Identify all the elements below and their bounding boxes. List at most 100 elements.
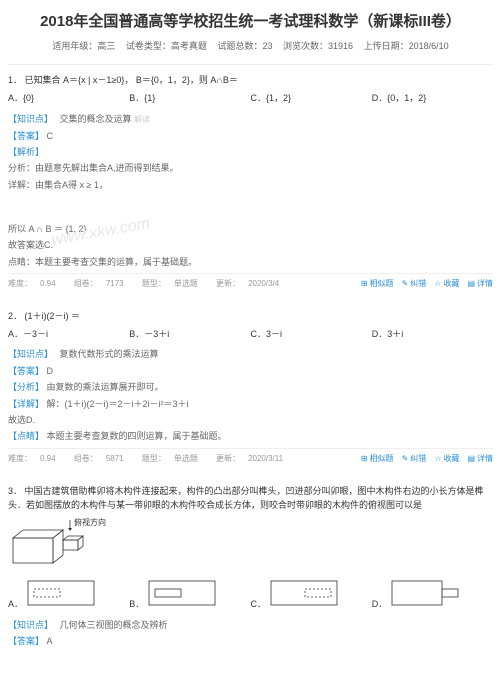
meta-row: 适用年级：高三 试卷类型：高考真题 试题总数：23 浏览次数：31916 上传日…	[8, 39, 493, 52]
q3-opt-b-label: B．	[129, 599, 144, 609]
question-2: 2． (1＋i)(2－i) ＝ A．－3－i B．－3＋i C．3－i D．3＋…	[8, 309, 493, 466]
q3-options: A． B． C． D．	[8, 579, 493, 611]
favorite-label-2: 收藏	[443, 453, 459, 466]
pencil-icon: ✎	[402, 278, 409, 291]
q3-opt-c[interactable]: C．	[251, 579, 372, 611]
views-value: 31916	[328, 41, 353, 51]
q2-analysis4: 本题主要考查复数的四则运算，属于基础题。	[47, 431, 227, 441]
similar-button-2[interactable]: ⊞相似题	[361, 453, 394, 466]
q2-qtype: 单选题	[174, 454, 198, 463]
plus-icon: ⊞	[361, 453, 368, 466]
question-3: 3． 中国古建筑借助榫卯将木构件连接起来，构件的凸出部分叫榫头，凹进部分叫卯眼，…	[8, 484, 493, 649]
similar-label: 相似题	[370, 278, 394, 291]
q2-analysis4-label: 【点睛】	[8, 431, 44, 441]
q3-opt-d[interactable]: D．	[372, 579, 493, 611]
option-c-svg	[269, 579, 339, 607]
q1-answer: C	[47, 131, 54, 141]
q2-qtype-label: 题型：	[142, 454, 166, 463]
detail-label-2: 详情	[477, 453, 493, 466]
grade-label: 适用年级：	[52, 41, 97, 51]
q2-opt-d[interactable]: D．3＋i	[372, 327, 493, 341]
option-d-svg	[390, 579, 460, 607]
q1-qtype-label: 题型：	[142, 279, 166, 288]
q2-opt-c[interactable]: C．3－i	[251, 327, 372, 341]
q3-opt-b[interactable]: B．	[129, 579, 250, 611]
q1-knowledge-label: 【知识点】	[8, 114, 53, 124]
q1-updated: 2020/3/4	[248, 279, 279, 288]
star-icon: ☆	[434, 453, 441, 466]
q1-opt-c[interactable]: C．{1，2}	[251, 91, 372, 105]
q1-analysis-5: 点睛：本题主要考查交集的运算，属于基础题。	[8, 255, 493, 269]
favorite-button-2[interactable]: ☆收藏	[434, 453, 459, 466]
q1-diff-label: 难度：	[8, 279, 32, 288]
q3-number: 3．	[8, 486, 22, 496]
upload-value: 2018/6/10	[409, 41, 449, 51]
option-a-svg	[26, 579, 96, 607]
q2-answer: D	[47, 366, 54, 376]
detail-button[interactable]: ▤详情	[467, 278, 493, 291]
q3-opt-a-label: A．	[8, 599, 23, 609]
q3-opt-a[interactable]: A．	[8, 579, 129, 611]
type-value: 高考真题	[171, 41, 207, 51]
q3-answer: A	[47, 636, 53, 646]
type-label: 试卷类型：	[126, 41, 171, 51]
detail-button-2[interactable]: ▤详情	[467, 453, 493, 466]
q2-options: A．－3－i B．－3＋i C．3－i D．3＋i	[8, 327, 493, 341]
q1-opt-d[interactable]: D．{0，1，2}	[372, 91, 493, 105]
q3-opt-c-label: C．	[251, 599, 267, 609]
q3-knowledge[interactable]: 几何体三视图的概念及辨析	[60, 620, 168, 630]
q1-group-label: 组卷：	[74, 279, 98, 288]
q2-opt-a[interactable]: A．－3－i	[8, 327, 129, 341]
correct-label-2: 纠错	[410, 453, 426, 466]
q2-updated: 2020/3/11	[248, 454, 283, 463]
q1-options: A．{0} B．{1} C．{1，2} D．{0，1，2}	[8, 91, 493, 105]
q2-knowledge[interactable]: 复数代数形式的乘法运算	[60, 349, 159, 359]
detail-label: 详情	[477, 278, 493, 291]
q1-stats: 难度：0.94 组卷：7173 题型：单选题 更新：2020/3/4	[8, 278, 295, 291]
q2-analysis3: 故选D.	[8, 413, 493, 427]
direction-label: 俯视方向	[74, 517, 106, 530]
q2-opt-b[interactable]: B．－3＋i	[129, 327, 250, 341]
q1-qtype: 单选题	[174, 279, 198, 288]
plus-icon: ⊞	[361, 278, 368, 291]
detail-icon: ▤	[467, 453, 475, 466]
option-b-svg	[147, 579, 217, 607]
favorite-button[interactable]: ☆收藏	[434, 278, 459, 291]
q2-analysis1-label: 【分析】	[8, 382, 44, 392]
q3-stem: 中国古建筑借助榫卯将木构件连接起来，构件的凸出部分叫榫头，凹进部分叫卯眼，图中木…	[8, 486, 484, 510]
q1-knowledge-extra[interactable]: 解读	[134, 115, 150, 124]
q2-stem: (1＋i)(2－i) ＝	[25, 311, 81, 321]
q1-number: 1．	[8, 75, 22, 85]
q3-answer-label: 【答案】	[8, 636, 44, 646]
q2-diff-label: 难度：	[8, 454, 32, 463]
detail-icon: ▤	[467, 278, 475, 291]
q2-answer-label: 【答案】	[8, 366, 44, 376]
q1-group: 7173	[106, 279, 124, 288]
question-1: 1． 已知集合 A＝{x | x－1≥0}， B＝{0，1，2}，则 A∩B＝ …	[8, 73, 493, 291]
q1-knowledge[interactable]: 交集的概念及运算	[60, 114, 132, 124]
correct-label: 纠错	[410, 278, 426, 291]
q1-answer-label: 【答案】	[8, 131, 44, 141]
similar-label-2: 相似题	[370, 453, 394, 466]
similar-button[interactable]: ⊞相似题	[361, 278, 394, 291]
q2-updated-label: 更新：	[216, 454, 240, 463]
correct-button-2[interactable]: ✎纠错	[402, 453, 427, 466]
q1-stem: 已知集合 A＝{x | x－1≥0}， B＝{0，1，2}，则 A∩B＝	[25, 75, 238, 85]
q2-analysis1: 由复数的乘法运算展开即可。	[47, 382, 164, 392]
q2-analysis2-label: 【详解】	[8, 399, 44, 409]
correct-button[interactable]: ✎纠错	[402, 278, 427, 291]
grade-value: 高三	[97, 41, 115, 51]
q1-opt-a[interactable]: A．{0}	[8, 91, 129, 105]
pencil-icon: ✎	[402, 453, 409, 466]
count-value: 23	[262, 41, 272, 51]
q1-bottom-bar: 难度：0.94 组卷：7173 题型：单选题 更新：2020/3/4 ⊞相似题 …	[8, 273, 493, 291]
q2-group: 5871	[106, 454, 124, 463]
q2-number: 2．	[8, 311, 22, 321]
views-label: 浏览次数：	[283, 41, 328, 51]
page-container: 2018年全国普通高等学校招生统一考试理科数学（新课标III卷） 适用年级：高三…	[0, 0, 501, 677]
q2-diff: 0.94	[40, 454, 56, 463]
q1-opt-b[interactable]: B．{1}	[129, 91, 250, 105]
upload-label: 上传日期：	[364, 41, 409, 51]
q2-knowledge-label: 【知识点】	[8, 349, 53, 359]
q2-analysis2: 解：(1＋i)(2－i)＝2－i＋2i－i²＝3＋i	[47, 399, 189, 409]
